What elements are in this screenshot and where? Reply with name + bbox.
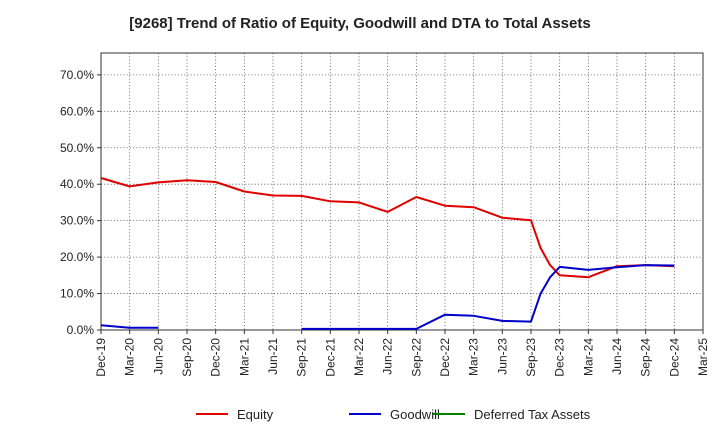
- series-line-goodwill: [301, 264, 675, 330]
- x-tick-label: Mar-20: [123, 338, 137, 376]
- y-tick-label: 20.0%: [60, 250, 94, 264]
- legend: Equity Goodwill Deferred Tax Assets: [196, 407, 591, 422]
- y-tick-label: 60.0%: [60, 104, 94, 118]
- axis-layer: 0.0% 10.0% 20.0% 30.0% 40.0% 50.0% 60.0% 70.0% D…: [60, 52, 710, 377]
- y-tick-label: 40.0%: [60, 177, 94, 191]
- legend-label: Goodwill: [390, 407, 440, 422]
- x-tick-label: Dec-23: [553, 338, 567, 377]
- x-tick-label: Mar-21: [237, 338, 251, 376]
- series-layer: [100, 177, 675, 330]
- x-tick-label: Sep-23: [524, 338, 538, 377]
- grid-layer: [100, 53, 704, 330]
- x-tick-label: Sep-21: [295, 338, 309, 377]
- x-tick-label: Dec-22: [438, 338, 452, 377]
- y-tick-label: 10.0%: [60, 287, 94, 301]
- plot-frame: [100, 52, 704, 331]
- chart-title: [9268] Trend of Ratio of Equity, Goodwil…: [129, 15, 591, 32]
- x-tick-label: Mar-22: [352, 338, 366, 376]
- legend-label: Equity: [237, 407, 274, 422]
- y-tick-label: 70.0%: [60, 68, 94, 82]
- legend-label: Deferred Tax Assets: [474, 407, 591, 422]
- x-tick-label: Jun-20: [151, 338, 165, 375]
- x-tick-label: Jun-23: [495, 338, 509, 375]
- x-tick-label: Dec-19: [94, 338, 108, 377]
- series-line-equity: [100, 177, 675, 279]
- x-tick-label: Dec-24: [667, 338, 681, 377]
- x-tick-label: Jun-22: [381, 338, 395, 375]
- y-tick-label: 30.0%: [60, 214, 94, 228]
- x-tick-label: Sep-24: [639, 338, 653, 377]
- x-tick-label: Dec-20: [209, 338, 223, 377]
- x-tick-label: Mar-23: [467, 338, 481, 376]
- x-tick-label: Sep-22: [409, 338, 423, 377]
- y-tick-label: 50.0%: [60, 141, 94, 155]
- x-tick-label: Sep-20: [180, 338, 194, 377]
- x-tick-label: Mar-24: [581, 338, 595, 376]
- x-tick-label: Jun-21: [266, 338, 280, 375]
- x-tick-label: Jun-24: [610, 338, 624, 375]
- series-line-goodwill: [100, 324, 159, 329]
- y-tick-label: 0.0%: [67, 323, 95, 337]
- x-tick-label: Mar-25: [696, 338, 710, 376]
- x-tick-label: Dec-21: [323, 338, 337, 377]
